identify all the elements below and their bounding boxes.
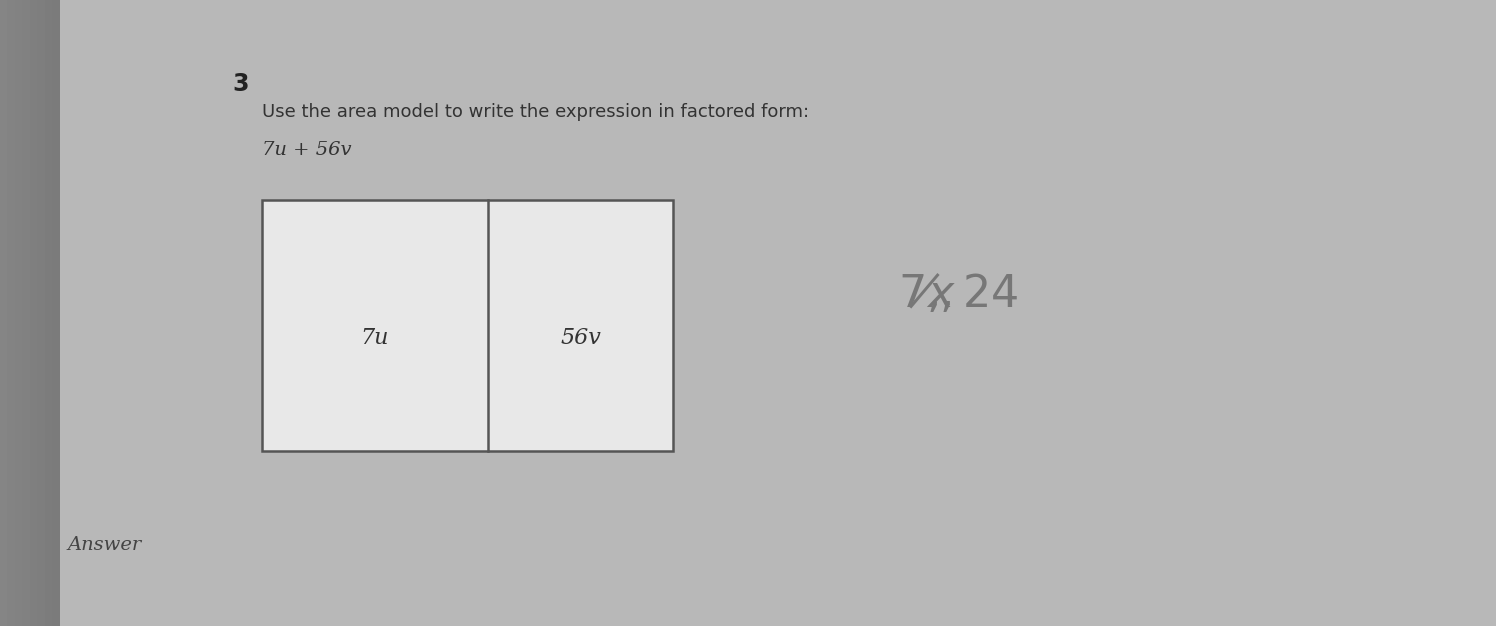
Text: 7u + 56v: 7u + 56v: [262, 141, 352, 159]
Text: $7,\!\not{\!\!x\!}\!,24$: $7,\!\not{\!\!x\!}\!,24$: [898, 273, 1017, 316]
Bar: [37, 0, 45, 626]
Text: 3: 3: [232, 72, 248, 96]
Bar: [45, 0, 52, 626]
Bar: [30, 0, 37, 626]
Bar: [7, 0, 15, 626]
Text: Use the area model to write the expression in factored form:: Use the area model to write the expressi…: [262, 103, 809, 121]
Text: 56v: 56v: [560, 327, 601, 349]
Bar: [15, 0, 22, 626]
Text: Answer: Answer: [67, 536, 142, 554]
Bar: [262, 200, 673, 451]
Bar: [52, 0, 60, 626]
Bar: [0, 0, 60, 626]
Text: 7u: 7u: [361, 327, 389, 349]
Bar: [0, 0, 7, 626]
Bar: [22, 0, 30, 626]
